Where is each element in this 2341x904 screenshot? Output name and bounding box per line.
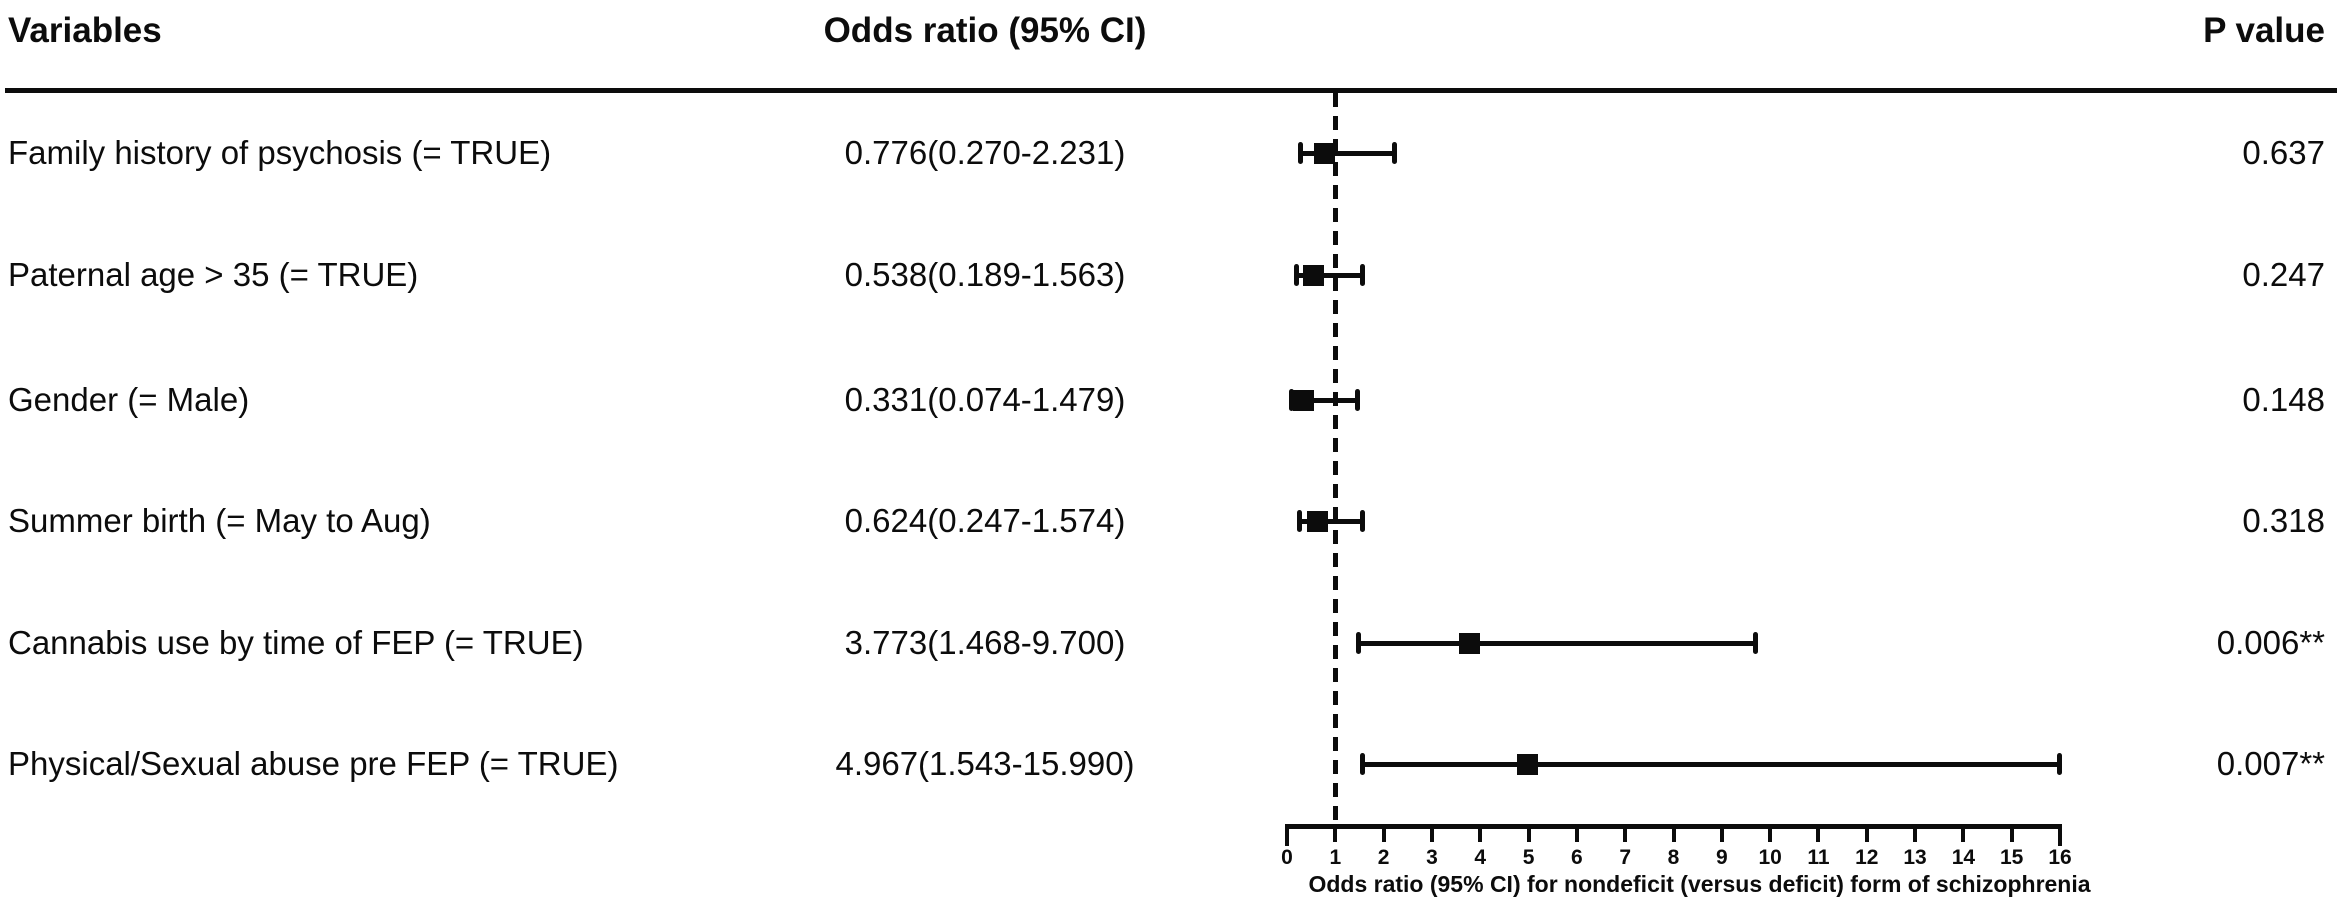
x-axis-tick-label: 16 xyxy=(2048,846,2072,869)
confidence-interval-cap-right xyxy=(1391,142,1397,164)
confidence-interval-cap-right xyxy=(1752,632,1758,654)
x-axis-tick-label: 2 xyxy=(1377,846,1390,869)
x-axis-tick-label: 15 xyxy=(2000,846,2024,869)
row-p-value-label: 0.637 xyxy=(2242,133,2325,171)
row-variable-label: Physical/Sexual abuse pre FEP (= TRUE) xyxy=(8,744,619,782)
x-axis-tick-mark xyxy=(1526,829,1531,842)
row-variable-label: Family history of psychosis (= TRUE) xyxy=(8,133,552,171)
row-odds-ratio-label: 4.967(1.543-15.990) xyxy=(835,744,1135,782)
x-axis-tick-mark xyxy=(1961,829,1966,842)
row-p-value-label: 0.006** xyxy=(2216,623,2325,661)
x-axis-tick-mark xyxy=(1913,829,1918,842)
confidence-interval-line xyxy=(1300,151,1395,156)
row-odds-ratio-label: 0.776(0.270-2.231) xyxy=(844,133,1126,171)
x-axis-tick-label: 3 xyxy=(1426,846,1438,869)
row-variable-label: Gender (= Male) xyxy=(8,380,250,418)
row-odds-ratio-label: 0.331(0.074-1.479) xyxy=(844,380,1126,418)
row-p-value-label: 0.007** xyxy=(2216,744,2325,782)
x-axis-tick-label: 9 xyxy=(1715,846,1728,869)
x-axis-tick-label: 5 xyxy=(1522,846,1535,869)
odds-ratio-point-marker xyxy=(1302,265,1324,286)
x-axis-tick-mark xyxy=(1478,829,1483,842)
x-axis-tick-mark xyxy=(1719,829,1724,842)
x-axis-label: Odds ratio (95% CI) for nondeficit (vers… xyxy=(1308,871,2091,897)
x-axis-tick-label: 14 xyxy=(1951,846,1976,869)
x-axis-tick-mark xyxy=(2009,829,2014,842)
row-p-value-label: 0.148 xyxy=(2242,380,2325,418)
x-axis-tick-mark xyxy=(1864,829,1869,842)
p-value-column-header: P value xyxy=(2203,11,2325,50)
x-axis-line xyxy=(1285,824,2062,829)
confidence-interval-line xyxy=(1357,641,1756,646)
confidence-interval-cap-left xyxy=(1298,142,1304,164)
x-axis-tick-label: 7 xyxy=(1619,846,1632,869)
confidence-interval-line xyxy=(1298,519,1364,524)
x-axis-tick-label: 4 xyxy=(1474,846,1487,869)
x-axis-tick-mark xyxy=(1671,829,1676,842)
x-axis-tick-mark xyxy=(1574,829,1579,842)
confidence-interval-cap-left xyxy=(1296,510,1302,532)
x-axis-tick-label: 12 xyxy=(1855,846,1879,869)
row-p-value-label: 0.318 xyxy=(2242,501,2325,539)
reference-line-or-1 xyxy=(1332,93,1338,826)
row-variable-label: Summer birth (= May to Aug) xyxy=(8,501,431,539)
confidence-interval-cap-left xyxy=(1355,632,1361,654)
x-axis-tick-label: 11 xyxy=(1807,846,1830,869)
x-axis-tick-mark xyxy=(1768,829,1773,842)
confidence-interval-cap-left xyxy=(1288,389,1294,411)
x-axis-tick-label: 13 xyxy=(1903,846,1927,869)
odds-ratio-point-marker xyxy=(1307,511,1329,532)
confidence-interval-cap-left xyxy=(1294,264,1300,286)
row-variable-label: Paternal age > 35 (= TRUE) xyxy=(8,255,419,293)
x-axis-tick-label: 10 xyxy=(1758,846,1782,869)
x-axis-tick-label: 1 xyxy=(1329,846,1342,869)
row-variable-label: Cannabis use by time of FEP (= TRUE) xyxy=(8,623,584,661)
variables-column-header: Variables xyxy=(8,11,162,50)
x-axis-tick-mark xyxy=(1429,829,1434,842)
odds-ratio-point-marker xyxy=(1292,390,1314,411)
odds-ratio-point-marker xyxy=(1314,143,1336,164)
x-axis-tick-mark xyxy=(1816,829,1821,842)
x-axis-tick-mark xyxy=(2058,829,2062,846)
x-axis-tick-mark xyxy=(1381,829,1386,842)
x-axis-tick-mark xyxy=(1333,829,1338,842)
row-p-value-label: 0.247 xyxy=(2242,255,2325,293)
confidence-interval-cap-right xyxy=(1355,389,1361,411)
confidence-interval-cap-right xyxy=(1359,264,1365,286)
x-axis-tick-mark xyxy=(1285,829,1289,846)
header-separator-line xyxy=(5,88,2337,93)
x-axis-tick-mark xyxy=(1623,829,1628,842)
x-axis-tick-label: 0 xyxy=(1281,846,1293,869)
confidence-interval-cap-left xyxy=(1359,753,1365,775)
x-axis-tick-label: 6 xyxy=(1571,846,1583,869)
row-odds-ratio-label: 0.538(0.189-1.563) xyxy=(844,255,1126,293)
odds-ratio-point-marker xyxy=(1459,633,1481,654)
row-odds-ratio-label: 3.773(1.468-9.700) xyxy=(844,623,1126,661)
odds-ratio-point-marker xyxy=(1516,754,1538,775)
confidence-interval-line xyxy=(1361,762,2060,767)
confidence-interval-cap-right xyxy=(1360,510,1366,532)
confidence-interval-line xyxy=(1290,398,1359,403)
confidence-interval-cap-right xyxy=(2056,753,2062,775)
row-odds-ratio-label: 0.624(0.247-1.574) xyxy=(844,501,1126,539)
odds-ratio-column-header: Odds ratio (95% CI) xyxy=(823,11,1147,50)
x-axis-tick-label: 8 xyxy=(1667,846,1680,869)
confidence-interval-line xyxy=(1296,273,1363,278)
